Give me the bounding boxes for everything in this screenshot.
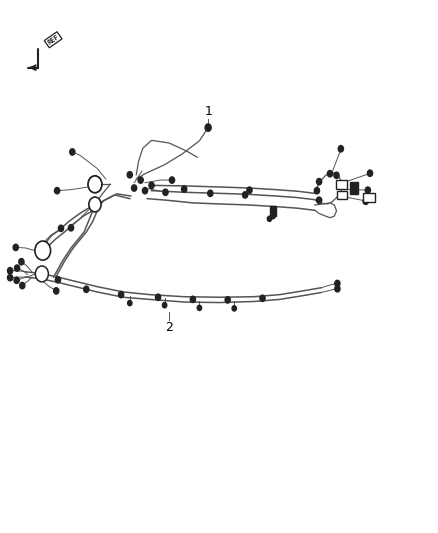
- Circle shape: [138, 177, 143, 183]
- Circle shape: [365, 187, 371, 193]
- Circle shape: [35, 266, 48, 282]
- Circle shape: [54, 188, 60, 194]
- Circle shape: [14, 277, 19, 284]
- Circle shape: [58, 225, 64, 231]
- Bar: [336, 180, 347, 189]
- Circle shape: [7, 268, 13, 274]
- Circle shape: [131, 185, 137, 191]
- Circle shape: [243, 192, 248, 198]
- Circle shape: [20, 282, 25, 289]
- Circle shape: [260, 295, 265, 302]
- Bar: [270, 206, 276, 216]
- Circle shape: [14, 265, 20, 271]
- Circle shape: [267, 216, 272, 221]
- Bar: [350, 182, 358, 195]
- Circle shape: [118, 292, 124, 298]
- Circle shape: [68, 224, 74, 231]
- Circle shape: [197, 305, 201, 311]
- Circle shape: [70, 149, 75, 155]
- Circle shape: [225, 297, 230, 303]
- Circle shape: [190, 296, 195, 303]
- Text: 2: 2: [165, 321, 173, 334]
- Circle shape: [335, 286, 340, 292]
- Circle shape: [88, 176, 102, 193]
- Circle shape: [317, 197, 322, 204]
- Circle shape: [334, 172, 339, 179]
- Circle shape: [367, 170, 373, 176]
- Circle shape: [19, 259, 24, 265]
- Circle shape: [162, 303, 167, 308]
- Circle shape: [208, 190, 213, 197]
- Text: 1: 1: [204, 105, 212, 118]
- Circle shape: [35, 241, 50, 260]
- Circle shape: [271, 214, 275, 219]
- Circle shape: [327, 171, 332, 177]
- Circle shape: [317, 179, 322, 185]
- Circle shape: [182, 186, 187, 192]
- Circle shape: [127, 301, 132, 306]
- Circle shape: [247, 187, 252, 193]
- Circle shape: [155, 294, 161, 301]
- Circle shape: [55, 277, 60, 283]
- Text: REF: REF: [46, 34, 60, 46]
- Circle shape: [314, 188, 320, 194]
- Circle shape: [142, 188, 148, 194]
- Circle shape: [89, 197, 101, 212]
- Circle shape: [84, 286, 89, 293]
- Circle shape: [170, 177, 175, 183]
- Circle shape: [335, 280, 340, 287]
- Bar: [337, 191, 346, 199]
- Circle shape: [127, 172, 132, 178]
- Circle shape: [163, 189, 168, 196]
- Bar: [363, 193, 375, 203]
- Circle shape: [7, 274, 13, 281]
- Circle shape: [13, 244, 18, 251]
- Circle shape: [363, 198, 368, 205]
- Circle shape: [232, 306, 237, 311]
- Circle shape: [338, 146, 343, 152]
- Circle shape: [53, 288, 59, 294]
- Circle shape: [149, 182, 154, 189]
- Circle shape: [205, 124, 211, 131]
